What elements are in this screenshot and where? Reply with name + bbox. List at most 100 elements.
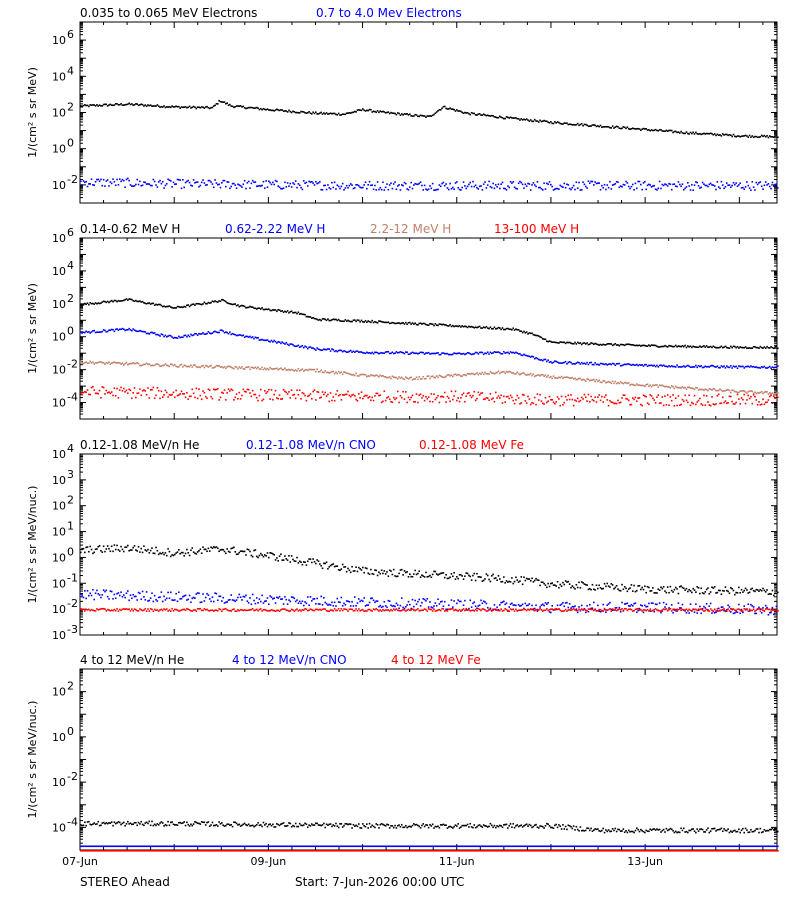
data-point [263, 308, 266, 311]
data-point [384, 605, 387, 607]
data-point [551, 341, 553, 344]
data-point [770, 135, 772, 138]
data-point [231, 182, 234, 185]
data-point [204, 333, 207, 335]
data-point [98, 594, 101, 596]
data-point [250, 554, 253, 557]
data-point [147, 332, 149, 335]
data-point [513, 329, 516, 331]
data-point [411, 351, 414, 354]
data-point [366, 394, 368, 397]
data-point [422, 597, 425, 600]
data-point [313, 348, 316, 350]
data-point [708, 404, 711, 406]
data-point [575, 343, 578, 345]
data-point [238, 551, 241, 554]
data-point [345, 600, 348, 602]
data-point [190, 107, 192, 109]
data-point [355, 605, 357, 607]
data-point [404, 351, 407, 353]
data-point [208, 179, 211, 182]
data-point [140, 547, 143, 550]
data-point [504, 117, 506, 120]
data-point [306, 347, 309, 350]
data-point [529, 403, 532, 406]
data-point [120, 180, 122, 183]
data-point [360, 569, 363, 571]
data-point [653, 129, 656, 132]
data-point [551, 582, 553, 584]
data-point [532, 120, 535, 123]
data-point [519, 373, 521, 376]
data-point [731, 389, 733, 391]
data-point [742, 390, 744, 392]
data-point [372, 599, 375, 602]
data-point [588, 401, 591, 403]
data-point [478, 185, 481, 188]
data-point [443, 391, 446, 394]
data-point [124, 329, 126, 332]
data-point [391, 375, 394, 378]
data-point [247, 106, 250, 109]
data-point [751, 366, 754, 368]
data-point [258, 554, 261, 557]
data-point [593, 343, 595, 346]
data-point [149, 388, 152, 391]
data-point [219, 100, 222, 103]
data-point [93, 609, 96, 612]
data-point [701, 592, 704, 594]
data-point [437, 574, 439, 576]
data-point [296, 556, 298, 559]
data-point [155, 546, 157, 549]
data-point [324, 318, 327, 321]
data-point [759, 403, 762, 406]
data-point [274, 367, 277, 370]
data-point [762, 188, 764, 190]
data-point [192, 364, 195, 367]
data-point [159, 609, 161, 611]
data-point [606, 364, 609, 366]
data-point [605, 611, 607, 613]
data-point [284, 343, 286, 345]
data-point [672, 131, 674, 134]
data-point [175, 337, 177, 339]
data-point [443, 576, 446, 579]
data-point [582, 181, 584, 183]
data-point [469, 326, 472, 328]
data-point [156, 387, 159, 389]
data-point [717, 366, 720, 369]
data-point [182, 306, 184, 309]
data-point [140, 364, 143, 367]
data-point [359, 600, 361, 603]
data-point [199, 106, 202, 109]
data-point [348, 373, 351, 375]
data-point [433, 605, 435, 607]
data-point [182, 366, 184, 368]
data-point [591, 342, 594, 345]
data-point [752, 394, 755, 396]
data-point [90, 386, 93, 389]
data-point [106, 179, 109, 181]
data-point [333, 372, 336, 375]
data-point [207, 331, 210, 333]
data-point [273, 554, 275, 556]
data-point [242, 183, 245, 186]
data-point [439, 601, 442, 603]
data-point [191, 185, 194, 187]
data-point [488, 399, 490, 401]
data-point [719, 589, 721, 592]
data-point [210, 364, 212, 367]
legend-entry: 0.62-2.22 MeV H [225, 222, 325, 236]
data-point [239, 367, 242, 369]
data-point [607, 603, 610, 605]
data-point [202, 332, 204, 334]
data-point [120, 545, 122, 548]
data-point [599, 124, 602, 127]
data-point [349, 320, 352, 323]
data-point [625, 363, 627, 366]
data-point [524, 119, 527, 121]
data-point [222, 330, 224, 332]
data-point [253, 307, 255, 310]
data-point [605, 381, 607, 384]
data-point [766, 134, 768, 137]
